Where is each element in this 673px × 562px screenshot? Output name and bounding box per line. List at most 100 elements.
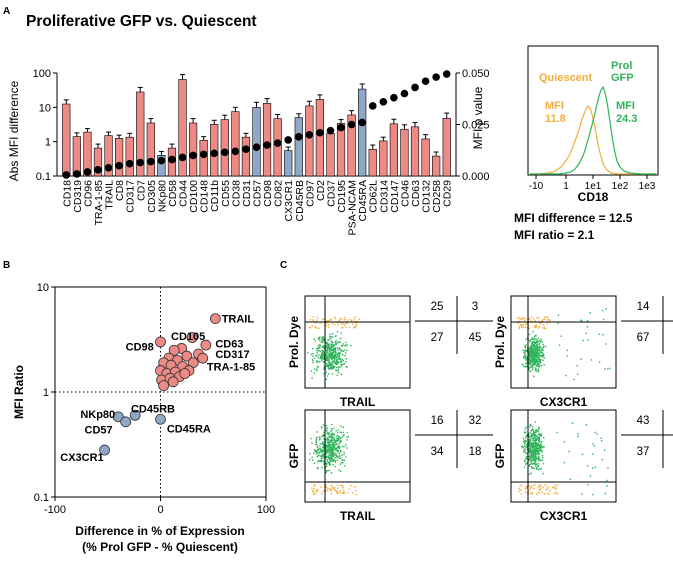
quadrant-value: 3 [472,301,478,313]
quadrant-percentages: 1414675 [621,296,673,354]
event-dot [335,430,337,432]
event-dot [350,345,352,347]
event-dot [537,359,539,362]
event-dot [539,489,541,491]
event-dot [607,368,609,370]
event-dot [316,431,318,433]
event-dot [334,355,336,357]
event-dot [322,455,324,457]
event-dot [323,453,325,456]
event-dot [341,459,343,461]
event-dot [333,445,335,447]
bar-cd319 [72,136,81,177]
event-dot [537,469,540,471]
event-dot [535,452,537,454]
event-dot [530,355,533,358]
event-dot [321,358,324,360]
event-dot [605,343,607,345]
event-dot [323,358,326,361]
event-dot [536,458,538,460]
b-point-increased [186,332,198,343]
quadrant-plot-3: GFP TRAIL 16 32 34 18 [287,409,493,523]
event-dot [522,349,525,351]
event-dot [536,345,538,347]
bar-cd132 [421,138,430,177]
hist-tick-label: -10 [529,181,544,192]
event-dot [528,465,531,467]
event-dot [535,449,537,451]
event-dot [573,378,575,381]
event-dot [522,364,524,366]
event-dot [333,316,336,318]
event-dot [518,488,520,490]
event-dot [525,426,527,428]
event-dot [336,443,338,445]
event-dot [313,462,316,464]
event-dot [537,466,539,468]
event-dot [307,352,309,354]
event-dot [522,326,524,329]
event-dot [322,337,324,339]
event-dot [536,453,538,455]
event-dot [334,489,336,492]
event-dot [350,484,352,487]
event-dot [530,339,532,341]
event-dot [581,453,584,456]
event-dot [326,451,328,453]
event-dot [332,453,335,456]
bar-cd37 [326,133,335,177]
event-dot [326,442,329,444]
event-dot [336,491,338,493]
event-dot [328,355,330,357]
event-dot [329,439,332,442]
event-dot [537,451,539,453]
quadrant-value: 43 [637,415,650,427]
bar-cd55 [220,119,229,177]
event-dot [520,493,523,495]
b-point-decreased [120,416,132,428]
event-dot [537,345,539,348]
event-dot [343,323,345,325]
event-dot [530,316,533,318]
b-point-label: CD57 [85,424,113,436]
event-dot [596,433,598,435]
event-dot [338,439,340,441]
event-dot [546,488,549,490]
event-dot [329,460,332,463]
mfi-difference-text: MFI difference = 12.5 [514,211,633,225]
event-dot [327,445,329,447]
event-dot [315,348,318,350]
b-y-tick-label: 1 [43,387,49,399]
event-dot [345,358,348,360]
event-dot [326,460,329,463]
b-y-axis-label: MFI Ratio [12,365,26,419]
p-value-dot [347,120,356,129]
event-dot [332,451,335,454]
event-dot [529,439,532,441]
event-dot [537,436,539,438]
event-dot [539,444,541,447]
category-label: CD62L [368,180,380,213]
category-label: CD44 [178,180,190,207]
event-dot [328,360,330,362]
event-dot [542,353,544,355]
event-dot [531,492,534,495]
event-dot [336,450,339,452]
event-dot [526,452,528,454]
event-dot [531,364,533,366]
event-dot [534,439,536,442]
bar-cd8 [115,138,124,177]
event-dot [337,358,340,360]
event-dot [325,470,327,472]
event-dot [327,456,330,458]
event-dot [605,308,607,310]
event-dot [323,463,325,466]
event-dot [330,488,333,490]
p-value-dot [273,139,282,147]
event-dot [319,445,321,447]
event-dot [525,444,528,447]
left-tick-label: 1 [45,137,51,149]
event-dot [354,316,356,319]
event-dot [313,485,316,487]
event-dot [325,449,328,451]
